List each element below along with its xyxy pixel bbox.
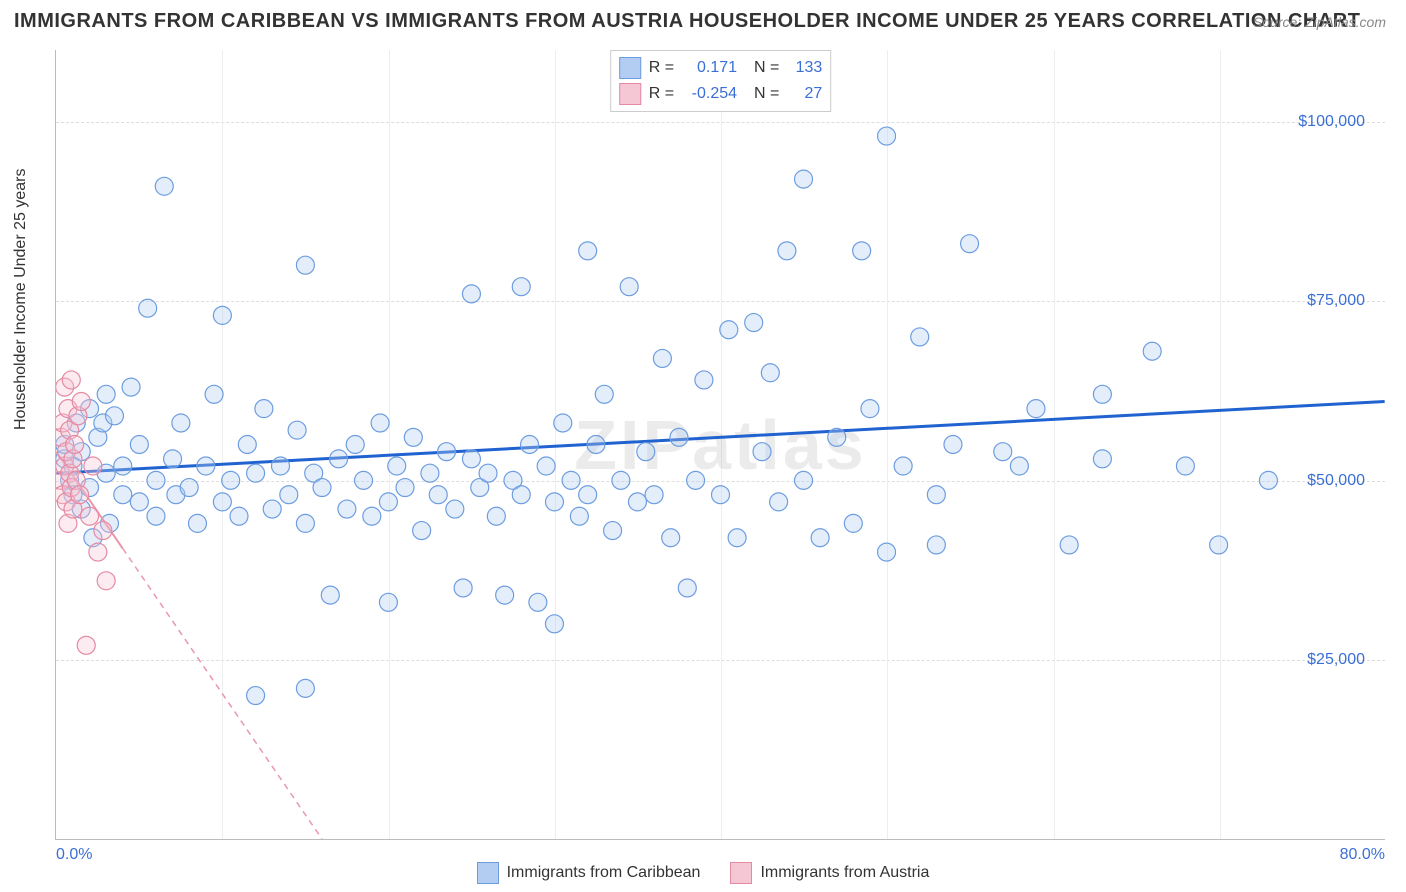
r-value-caribbean: 0.171 <box>682 59 737 77</box>
n-label: N = <box>745 59 779 77</box>
chart-plot-area: ZIPatlas R = 0.171 N = 133 R = -0.254 N … <box>55 50 1385 840</box>
r-value-austria: -0.254 <box>682 85 737 103</box>
r-label: R = <box>649 85 674 103</box>
chart-title: IMMIGRANTS FROM CARIBBEAN VS IMMIGRANTS … <box>14 10 1360 33</box>
swatch-caribbean <box>477 862 499 884</box>
legend-item-caribbean: Immigrants from Caribbean <box>477 862 701 884</box>
series-legend: Immigrants from Caribbean Immigrants fro… <box>0 862 1406 884</box>
r-label: R = <box>649 59 674 77</box>
correlation-row-austria: R = -0.254 N = 27 <box>619 81 823 107</box>
legend-item-austria: Immigrants from Austria <box>730 862 929 884</box>
swatch-austria <box>619 83 641 105</box>
legend-label-caribbean: Immigrants from Caribbean <box>507 864 701 882</box>
n-value-austria: 27 <box>787 85 822 103</box>
swatch-austria <box>730 862 752 884</box>
swatch-caribbean <box>619 57 641 79</box>
source-attribution: Source: ZipAtlas.com <box>1253 14 1386 30</box>
y-axis-label: Householder Income Under 25 years <box>12 169 30 430</box>
n-value-caribbean: 133 <box>787 59 822 77</box>
legend-label-austria: Immigrants from Austria <box>760 864 929 882</box>
n-label: N = <box>745 85 779 103</box>
correlation-legend: R = 0.171 N = 133 R = -0.254 N = 27 <box>610 50 832 112</box>
correlation-row-caribbean: R = 0.171 N = 133 <box>619 55 823 81</box>
scatter-svg <box>56 50 1385 839</box>
